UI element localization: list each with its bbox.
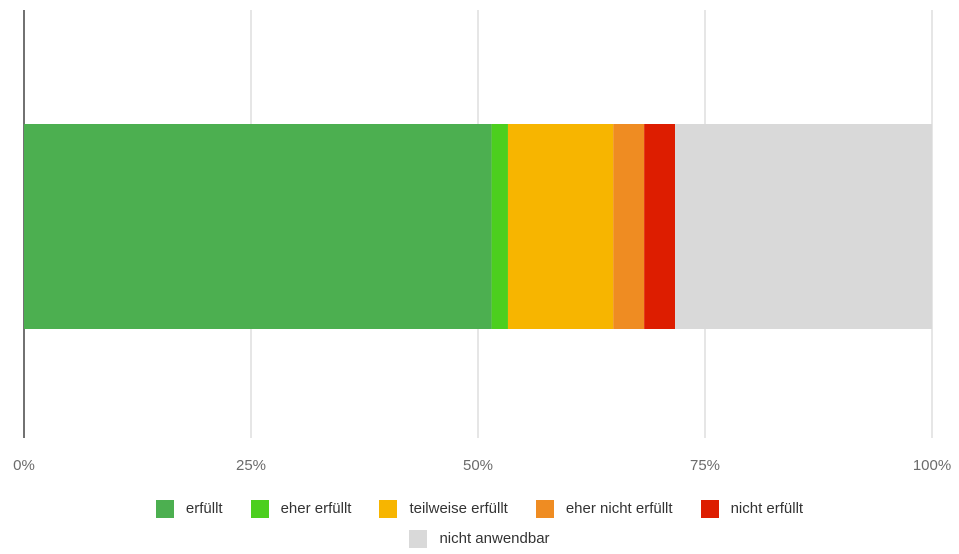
legend-row-1: erfüllt eher erfüllt teilweise erfüllt eher…	[0, 494, 959, 524]
legend-label: nicht anwendbar	[439, 530, 550, 547]
legend-item[interactable]: erfüllt	[155, 494, 223, 524]
bar-segment[interactable]	[675, 124, 932, 329]
bar-segment[interactable]	[24, 124, 492, 329]
bar-segment[interactable]	[491, 124, 508, 329]
legend-item[interactable]: nicht anwendbar	[409, 524, 550, 554]
x-tick-label: 25%	[236, 457, 266, 474]
x-tick-label: 75%	[690, 457, 720, 474]
legend-item[interactable]: nicht erfüllt	[700, 494, 804, 524]
legend-label: eher nicht erfüllt	[565, 500, 673, 517]
legend-label: eher erfüllt	[280, 500, 352, 517]
legend: erfüllt eher erfüllt teilweise erfüllt eher…	[0, 494, 959, 554]
legend-item[interactable]: eher erfüllt	[250, 494, 352, 524]
legend-label: nicht erfüllt	[730, 500, 804, 517]
legend-swatch	[250, 500, 269, 518]
x-tick-label: 0%	[13, 457, 35, 474]
legend-row-2: nicht anwendbar	[0, 524, 959, 554]
bar-segment[interactable]	[644, 124, 676, 329]
legend-swatch	[155, 500, 174, 518]
legend-swatch	[700, 500, 719, 518]
x-tick-label: 100%	[913, 457, 951, 474]
x-tick-labels: 0% 25% 50% 75% 100%	[13, 457, 951, 474]
legend-item[interactable]: eher nicht erfüllt	[535, 494, 673, 524]
legend-swatch	[409, 530, 428, 548]
legend-item[interactable]: teilweise erfüllt	[379, 494, 508, 524]
x-tick-label: 50%	[463, 457, 493, 474]
bar-segment[interactable]	[507, 124, 614, 329]
legend-label: teilweise erfüllt	[409, 500, 508, 517]
bar-segment[interactable]	[613, 124, 645, 329]
legend-swatch	[379, 500, 398, 518]
legend-swatch	[535, 500, 554, 518]
bar-segments	[24, 124, 932, 329]
legend-label: erfüllt	[185, 500, 223, 517]
